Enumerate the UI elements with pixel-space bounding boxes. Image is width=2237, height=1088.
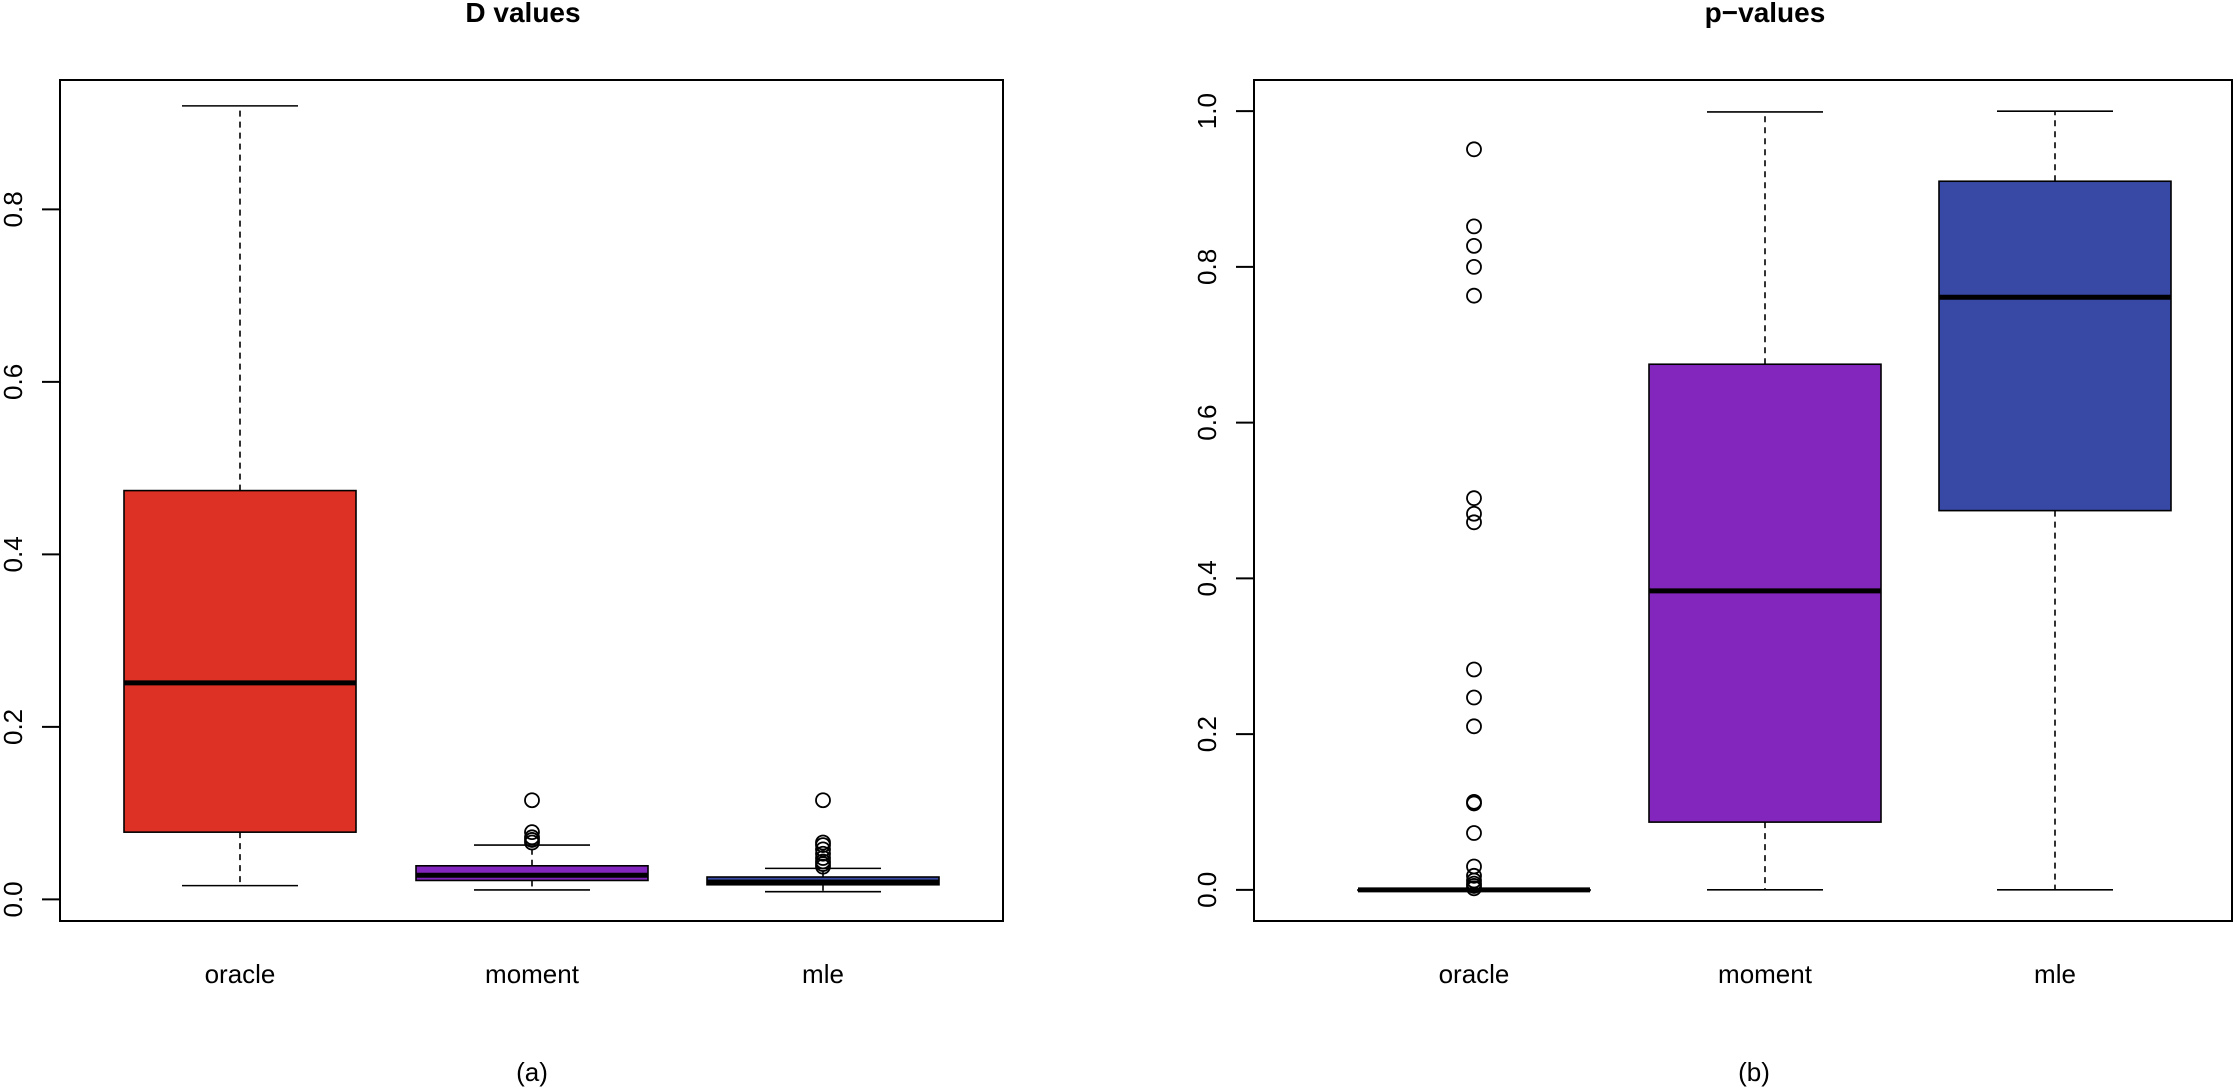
y-tick-label: 0.4 [1192,560,1222,596]
outlier-point [1466,867,1482,884]
box-series [123,105,940,893]
y-tick-label: 0.6 [1192,405,1222,441]
box-series [1357,110,2172,897]
outlier-point [815,792,831,809]
outlier-point [524,829,540,846]
outlier-point [1466,689,1482,706]
y-axis: 0.0 0.2 0.4 0.6 0.8 1.0 [1192,93,1255,908]
y-tick-label: 0.8 [0,191,28,227]
y-tick-label: 0.2 [0,709,28,745]
x-tick-label: mle [2034,959,2076,989]
outlier-point [1466,661,1482,678]
x-tick-label: mle [802,959,844,989]
box-oracle [123,105,357,887]
outlier-point [524,792,540,809]
outlier-point [1466,858,1482,875]
outlier-point [1466,793,1482,810]
outlier-point [815,841,831,858]
outlier-point [1466,505,1482,522]
panel-p-values: p−values 0.0 0.2 0.4 0.6 0.8 1.0 oracle moment… [1192,0,2233,1087]
outlier-point [1466,718,1482,735]
x-tick-label: moment [1718,959,1813,989]
box-iqr [123,489,357,833]
outlier-point [815,845,831,862]
x-tick-label: oracle [1439,959,1510,989]
box-moment [1648,111,1882,891]
box-mle [1938,110,2172,891]
outlier-point [1466,514,1482,531]
y-tick-label: 0.0 [1192,872,1222,908]
outlier-point [815,850,831,866]
panel-title: p−values [1705,0,1826,28]
box-moment [415,792,649,891]
x-axis-labels: oracle moment mle [1439,959,2076,989]
y-tick-label: 1.0 [1192,93,1222,129]
panel-caption: (b) [1738,1057,1770,1087]
x-tick-label: oracle [205,959,276,989]
y-tick-label: 0.6 [0,364,28,400]
outlier-point [1466,825,1482,841]
outlier-point [1466,258,1482,275]
outlier-point [815,834,831,851]
x-tick-label: moment [485,959,580,989]
outlier-point [1466,141,1482,158]
panel-title: D values [465,0,580,28]
box-oracle [1357,141,1591,897]
y-tick-label: 0.8 [1192,249,1222,285]
panel-caption: (a) [516,1057,548,1087]
box-iqr [1938,180,2172,512]
y-tick-label: 0.4 [0,536,28,572]
outlier-point [1466,237,1482,254]
box-mle [706,792,940,893]
outlier-point [1466,490,1482,507]
panel-d-values: D values 0.0 0.2 0.4 0.6 0.8 oracle moment mle… [0,0,1004,1087]
y-tick-label: 0.2 [1192,716,1222,752]
outlier-point [1466,218,1482,235]
outlier-point [524,824,540,841]
y-axis: 0.0 0.2 0.4 0.6 0.8 [0,191,61,918]
y-tick-label: 0.0 [0,881,28,917]
x-axis-labels: oracle moment mle [205,959,844,989]
outlier-point [1466,287,1482,304]
